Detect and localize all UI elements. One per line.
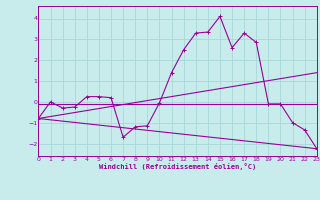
- X-axis label: Windchill (Refroidissement éolien,°C): Windchill (Refroidissement éolien,°C): [99, 163, 256, 170]
